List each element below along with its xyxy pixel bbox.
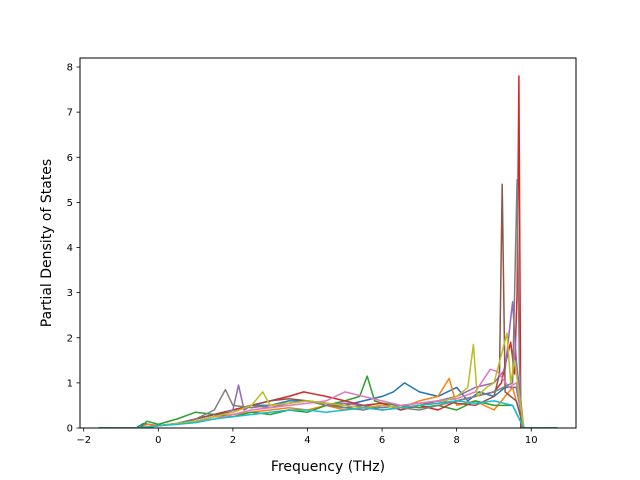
- x-tick-label: 6: [379, 435, 385, 446]
- y-tick-label: 3: [67, 288, 73, 299]
- series-line-6: [98, 183, 558, 428]
- y-tick-label: 6: [67, 153, 73, 164]
- series-line-8: [98, 179, 558, 428]
- x-tick-label: 2: [230, 435, 236, 446]
- x-tick-label: 0: [155, 435, 161, 446]
- y-axis: 0 1 2 3 4 5 6 7 8: [67, 63, 80, 435]
- y-tick-label: 4: [67, 243, 73, 254]
- plot-frame: [79, 57, 577, 429]
- y-tick-label: 5: [67, 198, 73, 209]
- series-line-9: [98, 332, 558, 428]
- x-axis: −2 0 2 4 6 8 10: [76, 428, 538, 446]
- y-tick-label: 1: [67, 378, 73, 389]
- x-tick-label: −2: [76, 435, 91, 446]
- y-tick-label: 2: [67, 333, 73, 344]
- series-layer: [98, 75, 558, 428]
- x-tick-label: 8: [453, 435, 459, 446]
- x-tick-label: 10: [525, 435, 538, 446]
- series-line-10: [98, 400, 558, 428]
- y-tick-label: 8: [67, 63, 73, 74]
- series-line-5: [98, 300, 558, 428]
- x-axis-label: Frequency (THz): [271, 459, 385, 475]
- y-tick-label: 0: [67, 424, 73, 435]
- y-axis-label: Partial Density of States: [39, 159, 55, 327]
- series-line-4: [98, 75, 558, 428]
- y-tick-label: 7: [67, 108, 73, 119]
- x-tick-label: 4: [304, 435, 310, 446]
